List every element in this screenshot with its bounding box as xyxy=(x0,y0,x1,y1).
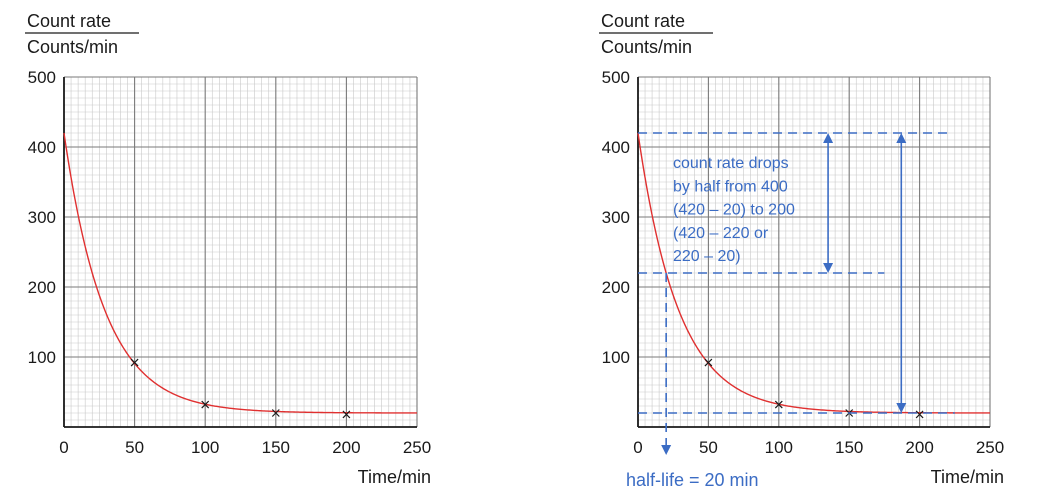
data-point xyxy=(915,410,924,419)
x-axis-label: Time/min xyxy=(358,467,431,487)
y-tick-label: 200 xyxy=(28,278,56,297)
arrowhead-down xyxy=(896,403,907,413)
x-tick-label: 100 xyxy=(191,438,219,457)
data-point-stroke xyxy=(774,400,783,409)
annotation-line: (420 – 20) to 200 xyxy=(673,202,795,219)
y-tick-label: 200 xyxy=(602,278,630,297)
data-point-stroke xyxy=(704,358,713,367)
x-tick-label: 200 xyxy=(332,438,360,457)
y-axis-label-bottom: Counts/min xyxy=(601,37,692,57)
data-point-stroke xyxy=(271,409,280,417)
x-tick-label: 0 xyxy=(59,438,68,457)
arrowhead-up xyxy=(823,133,834,143)
x-tick-label: 100 xyxy=(765,438,793,457)
y-tick-label: 500 xyxy=(602,68,630,87)
annotation-line: 220 – 20) xyxy=(673,248,741,265)
x-tick-label: 50 xyxy=(125,438,144,457)
grid-minor xyxy=(63,76,418,428)
y-tick-label: 300 xyxy=(28,208,56,227)
data-point xyxy=(271,409,280,417)
annotation-line: by half from 400 xyxy=(673,178,788,195)
annotation-line: (420 – 220 or xyxy=(673,225,769,242)
y-axis-label-bottom: Counts/min xyxy=(27,37,118,57)
data-point-stroke xyxy=(342,410,351,419)
data-point-stroke xyxy=(915,410,924,419)
x-axis-label: Time/min xyxy=(931,467,1004,487)
y-axis-label-top: Count rate xyxy=(601,11,685,31)
y-axis-label-top: Count rate xyxy=(27,11,111,31)
x-tick-label: 250 xyxy=(403,438,431,457)
x-tick-label: 150 xyxy=(262,438,290,457)
half-life-arrowhead xyxy=(661,445,672,455)
x-tick-label: 50 xyxy=(699,438,718,457)
y-tick-label: 500 xyxy=(28,68,56,87)
data-point xyxy=(342,410,351,419)
half-life-label: half-life = 20 min xyxy=(626,470,759,490)
chart-2: 0 50 100 150 200 250 100 200 300 400 500 Count rate… xyxy=(599,11,1004,490)
data-point xyxy=(201,400,210,409)
x-tick-label: 150 xyxy=(835,438,863,457)
data-point xyxy=(774,400,783,409)
y-tick-label: 100 xyxy=(28,348,56,367)
data-point-stroke xyxy=(130,358,139,367)
annotation-line: count rate drops xyxy=(673,155,789,172)
x-tick-label: 250 xyxy=(976,438,1004,457)
y-tick-label: 300 xyxy=(602,208,630,227)
annotations: count rate drops by half from 400 (420 – 2… xyxy=(626,132,955,490)
x-tick-label: 0 xyxy=(633,438,642,457)
y-tick-label: 100 xyxy=(602,348,630,367)
decay-curve xyxy=(63,132,417,414)
arrowhead-down xyxy=(823,263,834,273)
data-point-stroke xyxy=(201,400,210,409)
y-tick-label: 400 xyxy=(28,138,56,157)
y-tick-label: 400 xyxy=(602,138,630,157)
arrowhead-up xyxy=(896,133,907,143)
chart-1: 0 50 100 150 200 250 100 200 300 400 500 Count rate… xyxy=(25,11,431,487)
data-point xyxy=(130,358,139,367)
x-tick-label: 200 xyxy=(905,438,933,457)
data-point xyxy=(704,358,713,367)
